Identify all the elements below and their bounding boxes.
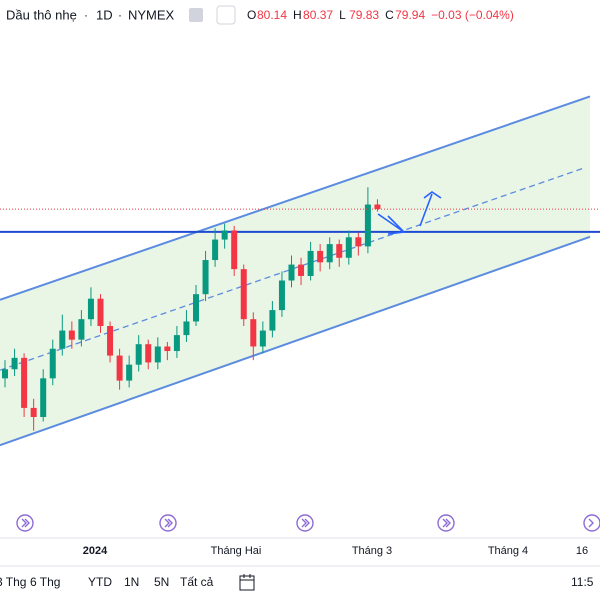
candle-body (278, 280, 285, 311)
x-axis-label: 16 (576, 545, 588, 557)
range-button[interactable]: 6 Thg (30, 575, 60, 589)
channel-fill (0, 96, 590, 446)
x-axis-label: Tháng 4 (488, 545, 528, 557)
range-button[interactable]: YTD (88, 575, 112, 589)
candle-body (345, 237, 352, 258)
candle-body (183, 321, 190, 336)
toolbar (0, 0, 600, 28)
candle-body (336, 244, 343, 258)
candle-body (126, 364, 133, 381)
candle-body (355, 237, 362, 247)
candle-body (202, 260, 209, 295)
candle-body (259, 330, 266, 347)
candle-body (364, 204, 371, 247)
channel-midline (0, 167, 586, 371)
ohlc-value: 79.83 (349, 8, 379, 22)
candle-body (68, 330, 75, 340)
candle-body (11, 357, 18, 370)
candle-body (21, 357, 28, 408)
candle-body (317, 250, 324, 263)
price-change: −0.03 (−0.04%) (431, 8, 514, 22)
separator: · (84, 8, 88, 22)
candle-body (40, 378, 47, 418)
separator: · (118, 8, 122, 22)
candle-body (212, 239, 219, 261)
range-button[interactable]: 1N (124, 575, 139, 589)
interval[interactable]: 1D (96, 7, 113, 22)
range-button[interactable]: 5N (154, 575, 169, 589)
goto-date-icon[interactable] (239, 574, 255, 591)
candle-body (78, 319, 85, 340)
drawn-arrow (377, 213, 406, 235)
drawn-arrow (419, 191, 442, 227)
symbol-name[interactable]: Dầu thô nhẹ (6, 7, 77, 22)
channel-line (0, 235, 591, 447)
candle-body (269, 310, 276, 331)
ohlc-value: 80.14 (257, 8, 287, 22)
time-axis: 2024 Tháng Hai Tháng 3 Tháng 4 16 (83, 545, 588, 557)
channel-line (0, 95, 591, 301)
candle-body (2, 369, 8, 379)
candle-body (307, 250, 314, 276)
ohlc-label: H (293, 8, 302, 22)
candle-body (87, 298, 94, 320)
event-icons[interactable] (16, 514, 600, 532)
ohlc-value: 80.37 (303, 8, 333, 22)
candle-body (326, 244, 333, 263)
ohlc-label: C (385, 8, 394, 22)
flag-icon[interactable] (216, 5, 236, 25)
ohlc-label: O (247, 8, 256, 22)
range-button[interactable]: 3 Thg (0, 575, 26, 589)
candle-body (97, 298, 104, 327)
candle-body (59, 330, 66, 349)
candle-body (116, 355, 123, 381)
candle-body (240, 269, 247, 320)
candle-body (298, 264, 305, 276)
candle-body (145, 344, 152, 363)
plot-area (0, 95, 600, 447)
range-bar: 3 Thg 6 Thg YTD 1N 5N Tất cả (0, 575, 214, 589)
candle-body (221, 230, 228, 240)
candle-body (135, 344, 142, 365)
ohlc-value: 79.94 (395, 8, 425, 22)
exchange: NYMEX (128, 7, 175, 22)
candle-body (164, 346, 171, 352)
candle-body (49, 348, 56, 379)
x-axis-label: 2024 (83, 545, 108, 557)
candle-body (250, 319, 257, 347)
toggle-icon[interactable] (189, 8, 203, 22)
candle-body (154, 346, 161, 363)
candle-body (374, 204, 381, 210)
x-axis-label: Tháng Hai (211, 545, 262, 557)
range-button[interactable]: Tất cả (180, 575, 214, 589)
candle-body (173, 335, 180, 352)
candle-body (231, 230, 238, 270)
ohlc-label: L (339, 8, 346, 22)
candle-body (288, 264, 295, 281)
clock: 11:5 (571, 575, 594, 589)
candle-body (193, 294, 199, 322)
ohlc-legend: O 80.14 H 80.37 L 79.83 C 79.94 (247, 8, 425, 22)
x-axis-label: Tháng 3 (352, 545, 392, 557)
candle-body (30, 407, 37, 418)
candle-body (107, 326, 114, 356)
